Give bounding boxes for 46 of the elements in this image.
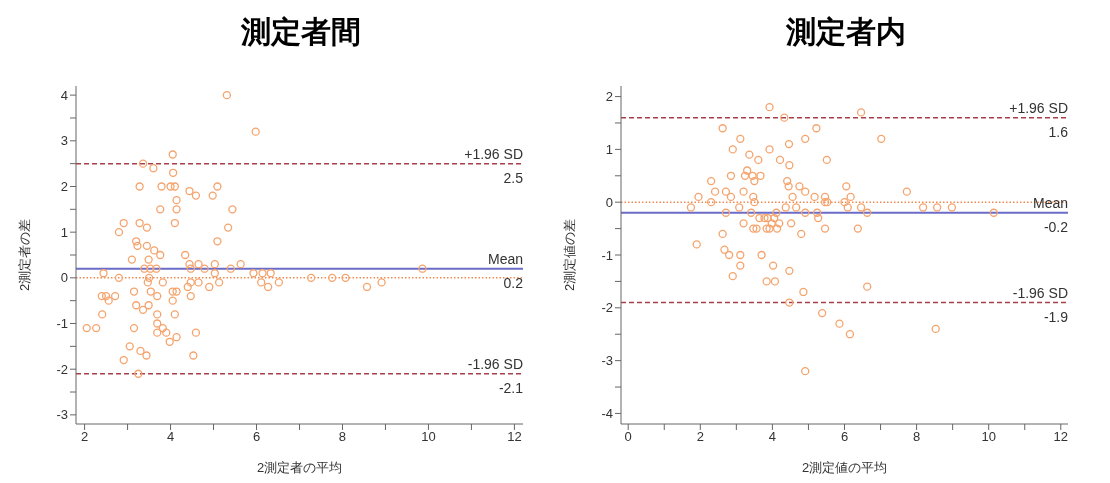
y-tick-label: 1: [60, 224, 68, 240]
y-tick-label: -4: [601, 406, 613, 422]
x-tick-label: 4: [768, 429, 777, 445]
annotation: -2.1: [498, 379, 524, 396]
y-tick-label: -1: [56, 316, 68, 332]
y-tick-label: 1: [605, 141, 613, 157]
ref-line-label: -1.96 SD: [467, 355, 523, 372]
y-tick-label: 3: [60, 133, 68, 149]
x-tick-label: 2: [696, 429, 704, 445]
annotation: -1.9: [1043, 308, 1069, 325]
ref-line-label: +1.96 SD: [1009, 99, 1068, 116]
chart-title: 測定者間: [239, 14, 362, 50]
x-tick-label: 12: [507, 429, 522, 445]
y-tick-label: 0: [60, 270, 68, 286]
x-axis-title: 2測定値の平均: [801, 460, 888, 475]
x-tick-label: 8: [912, 429, 921, 445]
ref-line-label: +1.96 SD: [464, 145, 523, 162]
x-tick-label: 6: [840, 429, 849, 445]
y-tick-label: -2: [56, 361, 68, 377]
annotation: -0.2: [1043, 218, 1069, 235]
x-tick-label: 10: [981, 429, 996, 445]
annotation: 1.6: [1048, 123, 1069, 140]
x-tick-label: 4: [166, 429, 175, 445]
y-tick-label: 2: [605, 89, 613, 105]
y-tick-label: -1: [601, 247, 613, 263]
chart-title: 測定者内: [784, 14, 907, 50]
y-tick-label: 0: [605, 194, 613, 210]
annotation: 2.5: [503, 169, 524, 186]
x-axis-title: 2測定者の平均: [256, 460, 343, 475]
y-tick-label: 4: [60, 87, 68, 103]
y-axis-title: 2測定値の差: [561, 218, 577, 292]
ref-line-label: Mean: [1032, 194, 1068, 211]
y-tick-label: -2: [601, 300, 613, 316]
x-tick-label: 8: [338, 429, 347, 445]
y-tick-label: 2: [60, 179, 68, 195]
annotation: 0.2: [503, 274, 524, 291]
x-tick-label: 10: [421, 429, 436, 445]
y-axis-title: 2測定者の差: [16, 218, 32, 292]
x-tick-label: 12: [1053, 429, 1069, 445]
x-tick-label: 2: [80, 429, 89, 445]
x-tick-label: 0: [624, 429, 632, 445]
ref-line-label: Mean: [487, 250, 523, 267]
y-tick-label: -3: [601, 353, 613, 369]
y-tick-label: -3: [56, 407, 68, 423]
ref-line-label: -1.96 SD: [1012, 284, 1068, 301]
x-tick-label: 6: [252, 429, 261, 445]
